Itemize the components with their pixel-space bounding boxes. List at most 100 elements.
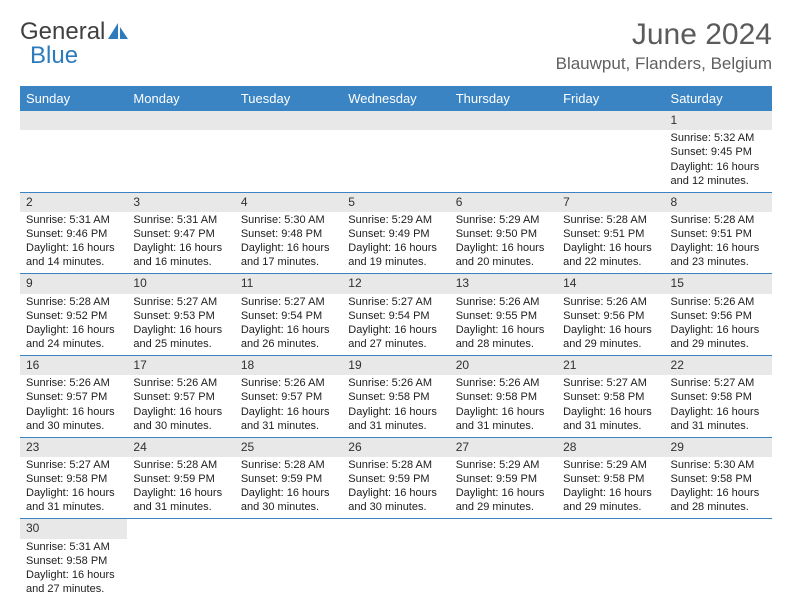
sunrise-text: Sunrise: 5:31 AM <box>133 213 228 227</box>
sunset-text: Sunset: 9:56 PM <box>671 309 766 323</box>
sunrise-text: Sunrise: 5:27 AM <box>348 295 443 309</box>
day-number-cell: 10 <box>127 274 234 294</box>
day-info-cell: Sunrise: 5:30 AMSunset: 9:48 PMDaylight:… <box>235 212 342 274</box>
sunset-text: Sunset: 9:57 PM <box>133 390 228 404</box>
sunset-text: Sunset: 9:52 PM <box>26 309 121 323</box>
day-number-cell <box>342 519 449 539</box>
day-info-cell: Sunrise: 5:28 AMSunset: 9:51 PMDaylight:… <box>557 212 664 274</box>
day-info-cell: Sunrise: 5:26 AMSunset: 9:56 PMDaylight:… <box>665 294 772 356</box>
day-header: Saturday <box>665 86 772 111</box>
day-number-cell: 7 <box>557 192 664 212</box>
sunset-text: Sunset: 9:45 PM <box>671 145 766 159</box>
day-header: Monday <box>127 86 234 111</box>
sunrise-text: Sunrise: 5:26 AM <box>456 376 551 390</box>
sunset-text: Sunset: 9:51 PM <box>671 227 766 241</box>
daylight-text: Daylight: 16 hours and 30 minutes. <box>241 486 336 514</box>
sunset-text: Sunset: 9:58 PM <box>348 390 443 404</box>
day-number-cell: 4 <box>235 192 342 212</box>
daynum-row: 2345678 <box>20 192 772 212</box>
day-number-cell <box>127 519 234 539</box>
daynum-row: 30 <box>20 519 772 539</box>
day-info-cell: Sunrise: 5:28 AMSunset: 9:59 PMDaylight:… <box>342 457 449 519</box>
day-number-cell: 13 <box>450 274 557 294</box>
daylight-text: Daylight: 16 hours and 31 minutes. <box>241 405 336 433</box>
info-row: Sunrise: 5:28 AMSunset: 9:52 PM Daylight:… <box>20 294 772 356</box>
sunrise-text: Sunrise: 5:27 AM <box>671 376 766 390</box>
sunset-text: Sunset: 9:49 PM <box>348 227 443 241</box>
sunrise-text: Sunrise: 5:29 AM <box>456 213 551 227</box>
day-info-cell: Sunrise: 5:27 AMSunset: 9:58 PMDaylight:… <box>665 375 772 437</box>
day-header: Sunday <box>20 86 127 111</box>
sunset-text: Sunset: 9:58 PM <box>671 472 766 486</box>
day-number-cell <box>235 519 342 539</box>
day-info-cell: Sunrise: 5:31 AMSunset: 9:58 PMDaylight:… <box>20 539 127 600</box>
day-number-cell <box>665 519 772 539</box>
daylight-text: Daylight: 16 hours and 31 minutes. <box>348 405 443 433</box>
daylight-text: Daylight: 16 hours and 31 minutes. <box>26 486 121 514</box>
day-number-cell <box>342 111 449 130</box>
day-info-cell <box>20 130 127 192</box>
daylight-text: Daylight: 16 hours and 26 minutes. <box>241 323 336 351</box>
daynum-row: 23242526272829 <box>20 437 772 457</box>
sunrise-text: Sunrise: 5:29 AM <box>563 458 658 472</box>
day-number-cell <box>127 111 234 130</box>
day-number-cell: 20 <box>450 356 557 376</box>
daylight-text: Daylight: 16 hours and 20 minutes. <box>456 241 551 269</box>
day-info-cell: Sunrise: 5:31 AMSunset: 9:47 PMDaylight:… <box>127 212 234 274</box>
sunrise-text: Sunrise: 5:27 AM <box>26 458 121 472</box>
day-info-cell: Sunrise: 5:26 AMSunset: 9:57 PMDaylight:… <box>20 375 127 437</box>
sunrise-text: Sunrise: 5:28 AM <box>348 458 443 472</box>
day-header: Thursday <box>450 86 557 111</box>
sunrise-text: Sunrise: 5:26 AM <box>671 295 766 309</box>
daylight-text: Daylight: 16 hours and 28 minutes. <box>671 486 766 514</box>
day-info-cell <box>557 539 664 600</box>
info-row: Sunrise: 5:31 AMSunset: 9:46 PMDaylight:… <box>20 212 772 274</box>
daylight-text: Daylight: 16 hours and 22 minutes. <box>563 241 658 269</box>
day-info-cell <box>127 539 234 600</box>
sunrise-text: Sunrise: 5:26 AM <box>133 376 228 390</box>
sunrise-text: Sunrise: 5:26 AM <box>456 295 551 309</box>
day-number-cell: 11 <box>235 274 342 294</box>
daylight-text: Daylight: 16 hours and 25 minutes. <box>133 323 228 351</box>
sunset-text: Sunset: 9:58 PM <box>26 472 121 486</box>
sunrise-text: Sunrise: 5:27 AM <box>133 295 228 309</box>
sunset-text: Sunset: 9:51 PM <box>563 227 658 241</box>
day-info-cell <box>127 130 234 192</box>
logo-sail-icon <box>107 22 129 42</box>
sunset-text: Sunset: 9:58 PM <box>26 554 121 568</box>
day-header: Friday <box>557 86 664 111</box>
day-number-cell <box>450 519 557 539</box>
day-number-cell: 25 <box>235 437 342 457</box>
day-info-cell: Sunrise: 5:26 AMSunset: 9:56 PMDaylight:… <box>557 294 664 356</box>
day-info-cell: Sunrise: 5:32 AMSunset: 9:45 PMDaylight:… <box>665 130 772 192</box>
day-number-cell: 29 <box>665 437 772 457</box>
sunrise-text: Sunrise: 5:27 AM <box>563 376 658 390</box>
day-info-cell: Sunrise: 5:30 AMSunset: 9:58 PMDaylight:… <box>665 457 772 519</box>
sunrise-text: Sunrise: 5:27 AM <box>241 295 336 309</box>
day-info-cell: Sunrise: 5:29 AMSunset: 9:50 PMDaylight:… <box>450 212 557 274</box>
sunset-text: Sunset: 9:57 PM <box>241 390 336 404</box>
day-number-cell <box>450 111 557 130</box>
sunset-text: Sunset: 9:54 PM <box>348 309 443 323</box>
sunset-text: Sunset: 9:58 PM <box>456 390 551 404</box>
daylight-text: Daylight: 16 hours and 29 minutes. <box>671 323 766 351</box>
day-number-cell: 2 <box>20 192 127 212</box>
day-number-cell: 16 <box>20 356 127 376</box>
sunrise-text: Sunrise: 5:28 AM <box>133 458 228 472</box>
calendar-table: Sunday Monday Tuesday Wednesday Thursday… <box>20 86 772 600</box>
daylight-text: Daylight: 16 hours and 17 minutes. <box>241 241 336 269</box>
day-info-cell: Sunrise: 5:28 AMSunset: 9:52 PMDaylight:… <box>20 294 127 356</box>
day-header: Wednesday <box>342 86 449 111</box>
day-number-cell: 22 <box>665 356 772 376</box>
sunset-text: Sunset: 9:54 PM <box>241 309 336 323</box>
daynum-row: 1 <box>20 111 772 130</box>
sunrise-text: Sunrise: 5:28 AM <box>26 295 121 309</box>
sunrise-text: Sunrise: 5:26 AM <box>563 295 658 309</box>
sunrise-text: Sunrise: 5:32 AM <box>671 131 766 145</box>
sunrise-text: Sunrise: 5:26 AM <box>241 376 336 390</box>
daylight-text: Daylight: 16 hours and 16 minutes. <box>133 241 228 269</box>
daylight-text: Daylight: 16 hours and 30 minutes. <box>348 486 443 514</box>
day-info-cell: Sunrise: 5:28 AMSunset: 9:59 PMDaylight:… <box>235 457 342 519</box>
day-info-cell: Sunrise: 5:26 AMSunset: 9:58 PMDaylight:… <box>450 375 557 437</box>
day-info-cell: Sunrise: 5:26 AMSunset: 9:55 PMDaylight:… <box>450 294 557 356</box>
